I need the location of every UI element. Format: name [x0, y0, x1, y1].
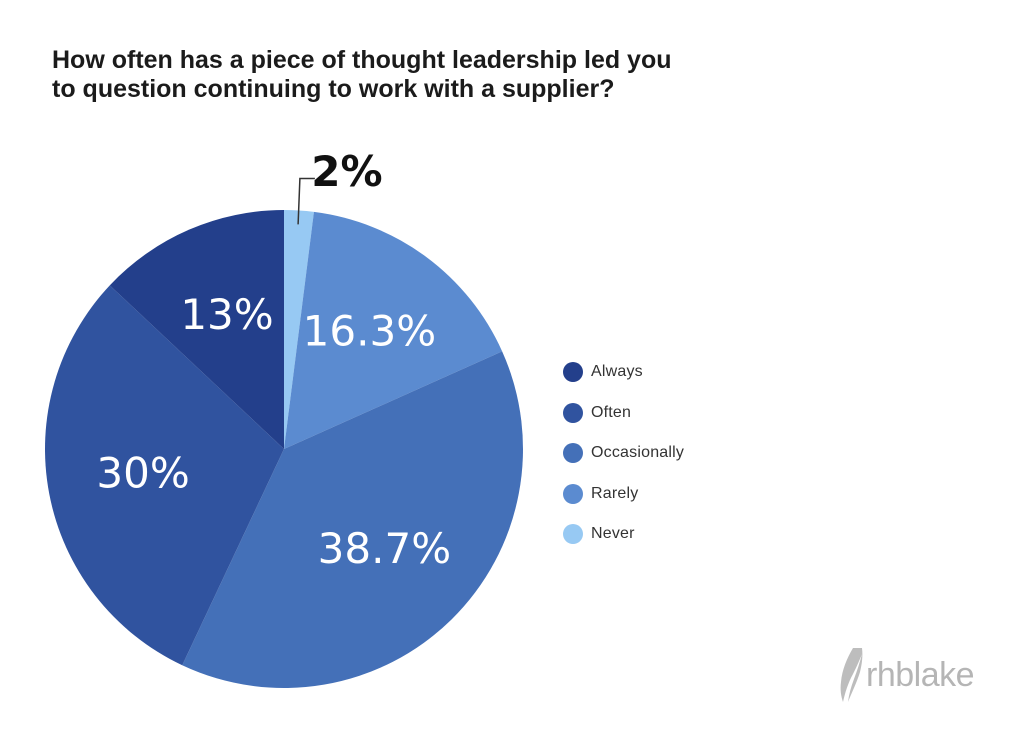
slice-leader-line-never	[297, 177, 315, 225]
legend-label-often: Often	[591, 403, 632, 421]
legend-item-never: Never	[563, 514, 684, 555]
slice-label-never: 2%	[311, 147, 382, 196]
legend-swatch-rarely	[563, 483, 583, 504]
legend-item-always: Always	[563, 352, 684, 393]
slice-label-often: 30%	[96, 448, 189, 497]
chart-title-line-2: to question continuing to work with a su…	[52, 75, 615, 103]
legend-item-often: Often	[563, 393, 684, 434]
pie-slice-rarely	[284, 211, 503, 449]
pie-slice-never	[284, 210, 314, 449]
rhblake-logo-mark-icon	[840, 648, 863, 702]
rhblake-logo-text: rhblake	[866, 655, 975, 694]
rhblake-logo: rhblake	[838, 646, 975, 704]
legend-label-rarely: Rarely	[591, 484, 639, 502]
slice-label-rarely: 16.3%	[303, 306, 436, 355]
legend-swatch-always	[563, 362, 583, 383]
legend-swatch-occasionally	[563, 443, 583, 464]
chart-legend: Always Often Occasionally Rarely Never	[563, 352, 684, 555]
slice-label-occasionally: 38.7%	[318, 524, 451, 573]
legend-label-never: Never	[591, 525, 635, 543]
legend-item-rarely: Rarely	[563, 474, 684, 515]
pie-slice-occasionally	[182, 351, 523, 688]
legend-label-always: Always	[591, 363, 643, 381]
legend-item-occasionally: Occasionally	[563, 433, 684, 474]
pie-slice-always	[109, 210, 284, 449]
pie-slice-often	[45, 285, 284, 666]
legend-swatch-often	[563, 402, 583, 423]
chart-title-line-1: How often has a piece of thought leaders…	[52, 46, 672, 74]
chart-title: How often has a piece of thought leaders…	[52, 46, 692, 104]
slice-label-always: 13%	[180, 290, 273, 339]
legend-label-occasionally: Occasionally	[591, 444, 685, 462]
legend-swatch-never	[563, 524, 583, 545]
